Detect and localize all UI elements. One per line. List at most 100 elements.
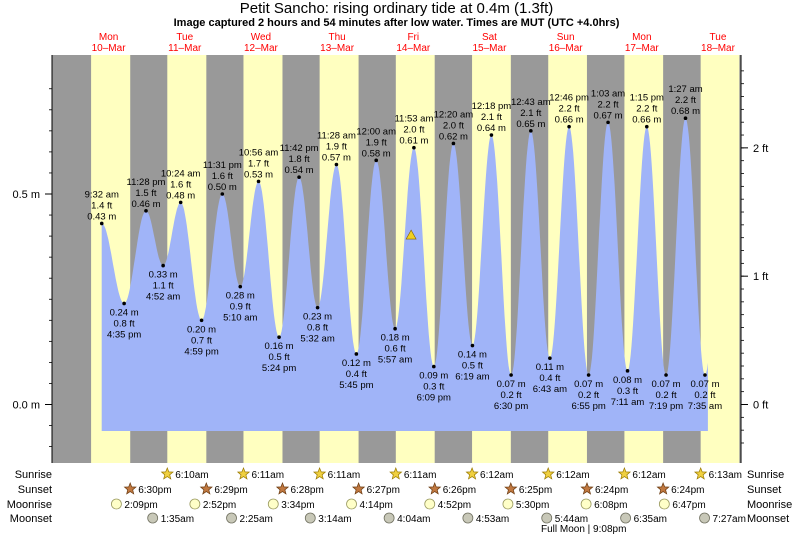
row-label-left: Moonset bbox=[10, 513, 52, 525]
high-ft-label: 2.1 ft bbox=[520, 108, 541, 119]
moonrise-icon bbox=[502, 498, 514, 510]
low-m-label: 0.07 m bbox=[690, 379, 719, 390]
low-m-label: 0.23 m bbox=[303, 312, 332, 323]
high-ft-label: 1.4 ft bbox=[91, 200, 112, 211]
moonrise-icon bbox=[267, 498, 279, 510]
sunrise-time: 6:10am bbox=[175, 470, 208, 481]
extreme-point bbox=[199, 318, 204, 323]
sunset-time: 6:26pm bbox=[443, 485, 476, 496]
sunset-icon bbox=[123, 482, 137, 495]
extreme-point bbox=[178, 200, 183, 205]
tide-extreme-labels: 9:32 am1.4 ft0.43 m0.24 m0.8 ft4:35 pm11… bbox=[85, 84, 723, 412]
row-label-right: Moonrise bbox=[747, 499, 792, 511]
high-ft-label: 2.2 ft bbox=[636, 104, 657, 115]
sunset-time: 6:24pm bbox=[595, 485, 628, 496]
high-time-label: 10:24 am bbox=[161, 168, 201, 179]
high-time-label: 10:56 am bbox=[239, 147, 279, 158]
moonrise-time: 4:52pm bbox=[438, 500, 471, 511]
moonrise-time: 3:34pm bbox=[281, 500, 314, 511]
high-m-label: 0.57 m bbox=[322, 153, 351, 164]
page-subtitle: Image captured 2 hours and 54 minutes af… bbox=[173, 17, 620, 29]
high-m-label: 0.67 m bbox=[594, 110, 623, 121]
sunset-icon bbox=[580, 482, 594, 495]
high-m-label: 0.66 m bbox=[632, 115, 661, 126]
tide-area bbox=[101, 118, 708, 431]
low-m-label: 0.07 m bbox=[574, 379, 603, 390]
high-ft-label: 2.2 ft bbox=[675, 95, 696, 106]
day-name-label: Wed bbox=[251, 32, 271, 43]
moonset-icon bbox=[620, 512, 632, 524]
moonset-icon bbox=[147, 512, 159, 524]
moonrise-icon bbox=[346, 498, 357, 510]
low-time-label: 5:24 pm bbox=[262, 363, 296, 374]
low-ft-label: 0.6 ft bbox=[385, 344, 406, 355]
sunrise-icon bbox=[541, 467, 555, 480]
extreme-point bbox=[509, 373, 513, 377]
moonrise-icon bbox=[111, 498, 122, 510]
low-m-label: 0.24 m bbox=[110, 307, 139, 318]
extreme-point bbox=[451, 141, 456, 146]
high-time-label: 12:00 am bbox=[356, 126, 396, 137]
low-time-label: 7:19 pm bbox=[649, 401, 683, 412]
row-label-right: Sunrise bbox=[747, 469, 784, 481]
high-m-label: 0.46 m bbox=[131, 199, 160, 210]
extreme-point bbox=[567, 124, 571, 129]
full-moon-note: Full Moon | 9:08pm bbox=[541, 524, 627, 535]
row-label-right: Moonset bbox=[747, 513, 789, 525]
sunrise-time: 6:13am bbox=[709, 470, 742, 481]
day-date-label: 11–Mar bbox=[168, 43, 202, 54]
low-time-label: 6:43 am bbox=[533, 384, 567, 395]
high-m-label: 0.43 m bbox=[87, 211, 116, 222]
low-ft-label: 0.2 ft bbox=[694, 390, 715, 401]
extreme-point bbox=[161, 263, 165, 268]
low-m-label: 0.18 m bbox=[381, 333, 410, 344]
moonset-time: 3:14am bbox=[318, 514, 351, 525]
high-m-label: 0.61 m bbox=[399, 136, 428, 147]
low-time-label: 4:59 pm bbox=[184, 346, 218, 357]
day-date-label: 13–Mar bbox=[320, 43, 355, 54]
high-m-label: 0.50 m bbox=[208, 182, 237, 193]
extreme-point bbox=[220, 192, 225, 196]
day-name-label: Tue bbox=[710, 32, 727, 43]
low-ft-label: 0.3 ft bbox=[617, 386, 638, 397]
extreme-point bbox=[315, 305, 320, 310]
high-ft-label: 1.6 ft bbox=[212, 171, 233, 182]
moonset-icon bbox=[226, 512, 237, 524]
moonrise-time: 6:47pm bbox=[672, 500, 705, 511]
sunrise-time: 6:11am bbox=[251, 470, 284, 481]
high-time-label: 11:31 pm bbox=[203, 160, 242, 171]
sunrise-icon bbox=[617, 467, 632, 480]
low-m-label: 0.33 m bbox=[149, 270, 178, 281]
moonrise-time: 2:09pm bbox=[124, 500, 157, 511]
high-time-label: 1:15 pm bbox=[630, 93, 664, 104]
chart-axes: 0.0 m 0.5 m 0 ft 1 ft 2 ft bbox=[12, 55, 768, 463]
extreme-point bbox=[625, 369, 630, 373]
sunrise-icon bbox=[465, 467, 479, 480]
sunrise-time: 6:11am bbox=[328, 470, 361, 481]
moonset-icon bbox=[541, 512, 553, 524]
extreme-point bbox=[256, 179, 261, 184]
extreme-point bbox=[489, 133, 494, 137]
right-tick-label: 1 ft bbox=[753, 271, 768, 283]
moonrise-icon bbox=[189, 498, 201, 510]
high-m-label: 0.66 m bbox=[555, 115, 584, 126]
extreme-point bbox=[470, 343, 475, 348]
moonrise-icon bbox=[424, 498, 436, 510]
extreme-point bbox=[606, 120, 610, 125]
high-ft-label: 1.6 ft bbox=[170, 179, 191, 190]
high-m-label: 0.58 m bbox=[362, 148, 391, 159]
day-name-label: Thu bbox=[328, 32, 345, 43]
high-m-label: 0.53 m bbox=[244, 169, 273, 180]
day-date-label: 15–Mar bbox=[473, 43, 508, 54]
extreme-point bbox=[412, 145, 416, 150]
moonset-time: 2:25am bbox=[240, 514, 273, 525]
low-time-label: 5:57 am bbox=[378, 355, 412, 366]
day-date-label: 14–Mar bbox=[396, 43, 431, 54]
day-name-label: Fri bbox=[407, 32, 419, 43]
high-m-label: 0.62 m bbox=[439, 131, 468, 142]
high-ft-label: 1.5 ft bbox=[135, 188, 156, 199]
low-ft-label: 0.2 ft bbox=[578, 390, 599, 401]
low-time-label: 4:52 am bbox=[146, 292, 180, 303]
moonrise-time: 6:08pm bbox=[594, 500, 627, 511]
